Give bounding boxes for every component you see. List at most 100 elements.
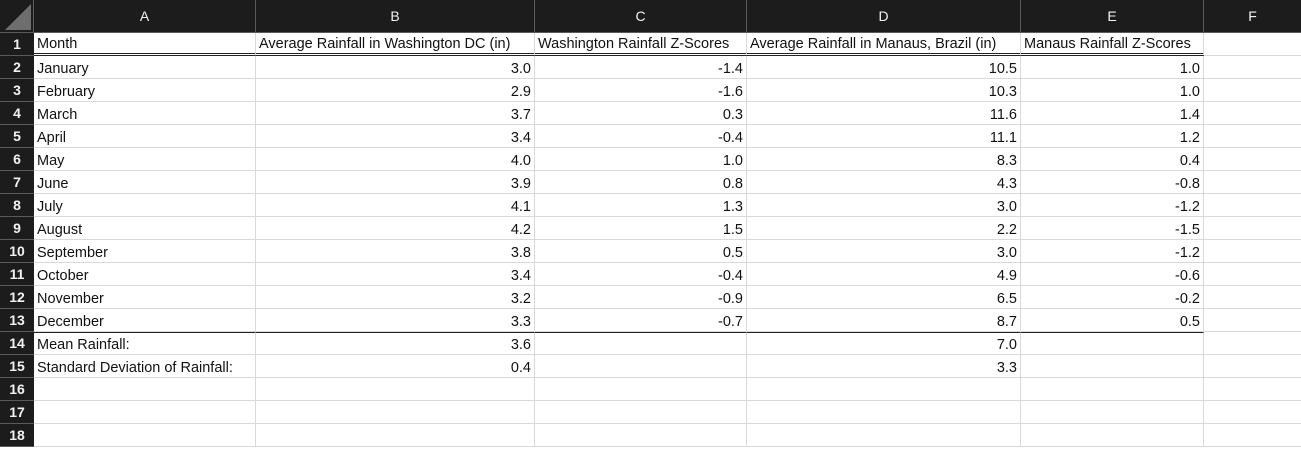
cell-d3[interactable]: 10.3: [747, 79, 1021, 102]
row-header-5[interactable]: 5: [0, 125, 34, 148]
cell-d13[interactable]: 8.7: [747, 309, 1021, 332]
cell-c5[interactable]: -0.4: [535, 125, 747, 148]
cell-b5[interactable]: 3.4: [256, 125, 535, 148]
cell-d14[interactable]: 7.0: [747, 332, 1021, 355]
row-header-10[interactable]: 10: [0, 240, 34, 263]
cell-a14[interactable]: Mean Rainfall:: [34, 332, 256, 355]
cell-f6[interactable]: [1204, 148, 1301, 171]
cell-e16[interactable]: [1021, 378, 1204, 401]
cell-a10[interactable]: September: [34, 240, 256, 263]
cell-d6[interactable]: 8.3: [747, 148, 1021, 171]
cell-f15[interactable]: [1204, 355, 1301, 378]
cell-b18[interactable]: [256, 424, 535, 447]
cell-c1[interactable]: Washington Rainfall Z-Scores: [535, 33, 747, 56]
cell-a9[interactable]: August: [34, 217, 256, 240]
cell-c10[interactable]: 0.5: [535, 240, 747, 263]
cell-d4[interactable]: 11.6: [747, 102, 1021, 125]
cell-c13[interactable]: -0.7: [535, 309, 747, 332]
cell-f14[interactable]: [1204, 332, 1301, 355]
cell-e13[interactable]: 0.5: [1021, 309, 1204, 332]
cell-b6[interactable]: 4.0: [256, 148, 535, 171]
row-header-2[interactable]: 2: [0, 56, 34, 79]
cell-f10[interactable]: [1204, 240, 1301, 263]
column-header-e[interactable]: E: [1021, 0, 1204, 33]
cell-c3[interactable]: -1.6: [535, 79, 747, 102]
cell-e18[interactable]: [1021, 424, 1204, 447]
cell-a1[interactable]: Month: [34, 33, 256, 56]
cell-e15[interactable]: [1021, 355, 1204, 378]
cell-f18[interactable]: [1204, 424, 1301, 447]
row-header-4[interactable]: 4: [0, 102, 34, 125]
cell-b3[interactable]: 2.9: [256, 79, 535, 102]
cell-e10[interactable]: -1.2: [1021, 240, 1204, 263]
cell-f17[interactable]: [1204, 401, 1301, 424]
cell-c9[interactable]: 1.5: [535, 217, 747, 240]
row-header-12[interactable]: 12: [0, 286, 34, 309]
cell-b1[interactable]: Average Rainfall in Washington DC (in): [256, 33, 535, 56]
cell-c18[interactable]: [535, 424, 747, 447]
cell-c6[interactable]: 1.0: [535, 148, 747, 171]
cell-e8[interactable]: -1.2: [1021, 194, 1204, 217]
row-header-1[interactable]: 1: [0, 33, 34, 56]
cell-b11[interactable]: 3.4: [256, 263, 535, 286]
cell-f8[interactable]: [1204, 194, 1301, 217]
cell-d1[interactable]: Average Rainfall in Manaus, Brazil (in): [747, 33, 1021, 56]
cell-f2[interactable]: [1204, 56, 1301, 79]
cell-d5[interactable]: 11.1: [747, 125, 1021, 148]
row-header-11[interactable]: 11: [0, 263, 34, 286]
column-header-a[interactable]: A: [34, 0, 256, 33]
cell-c4[interactable]: 0.3: [535, 102, 747, 125]
cell-b4[interactable]: 3.7: [256, 102, 535, 125]
cell-b15[interactable]: 0.4: [256, 355, 535, 378]
cell-d8[interactable]: 3.0: [747, 194, 1021, 217]
cell-c12[interactable]: -0.9: [535, 286, 747, 309]
row-header-13[interactable]: 13: [0, 309, 34, 332]
cell-a18[interactable]: [34, 424, 256, 447]
cell-c16[interactable]: [535, 378, 747, 401]
cell-d7[interactable]: 4.3: [747, 171, 1021, 194]
cell-f12[interactable]: [1204, 286, 1301, 309]
cell-e5[interactable]: 1.2: [1021, 125, 1204, 148]
cell-b12[interactable]: 3.2: [256, 286, 535, 309]
cell-b8[interactable]: 4.1: [256, 194, 535, 217]
cell-d17[interactable]: [747, 401, 1021, 424]
cell-f9[interactable]: [1204, 217, 1301, 240]
cell-a17[interactable]: [34, 401, 256, 424]
cell-d2[interactable]: 10.5: [747, 56, 1021, 79]
cell-e12[interactable]: -0.2: [1021, 286, 1204, 309]
cell-f16[interactable]: [1204, 378, 1301, 401]
cell-a5[interactable]: April: [34, 125, 256, 148]
row-header-9[interactable]: 9: [0, 217, 34, 240]
cell-c8[interactable]: 1.3: [535, 194, 747, 217]
cell-a16[interactable]: [34, 378, 256, 401]
cell-e2[interactable]: 1.0: [1021, 56, 1204, 79]
cell-a12[interactable]: November: [34, 286, 256, 309]
cell-f5[interactable]: [1204, 125, 1301, 148]
cell-c11[interactable]: -0.4: [535, 263, 747, 286]
cell-e14[interactable]: [1021, 332, 1204, 355]
cell-c17[interactable]: [535, 401, 747, 424]
cell-a11[interactable]: October: [34, 263, 256, 286]
cell-f13[interactable]: [1204, 309, 1301, 332]
cell-c7[interactable]: 0.8: [535, 171, 747, 194]
cell-e3[interactable]: 1.0: [1021, 79, 1204, 102]
column-header-f[interactable]: F: [1204, 0, 1301, 33]
row-header-18[interactable]: 18: [0, 424, 34, 447]
cell-a7[interactable]: June: [34, 171, 256, 194]
cell-e9[interactable]: -1.5: [1021, 217, 1204, 240]
cell-f4[interactable]: [1204, 102, 1301, 125]
cell-b7[interactable]: 3.9: [256, 171, 535, 194]
select-all-corner[interactable]: [0, 0, 34, 33]
cell-d9[interactable]: 2.2: [747, 217, 1021, 240]
cell-b2[interactable]: 3.0: [256, 56, 535, 79]
cell-f1[interactable]: [1204, 33, 1301, 56]
cell-d16[interactable]: [747, 378, 1021, 401]
cell-b14[interactable]: 3.6: [256, 332, 535, 355]
cell-a6[interactable]: May: [34, 148, 256, 171]
row-header-14[interactable]: 14: [0, 332, 34, 355]
column-header-b[interactable]: B: [256, 0, 535, 33]
cell-f7[interactable]: [1204, 171, 1301, 194]
column-header-d[interactable]: D: [747, 0, 1021, 33]
cell-e17[interactable]: [1021, 401, 1204, 424]
cell-a2[interactable]: January: [34, 56, 256, 79]
